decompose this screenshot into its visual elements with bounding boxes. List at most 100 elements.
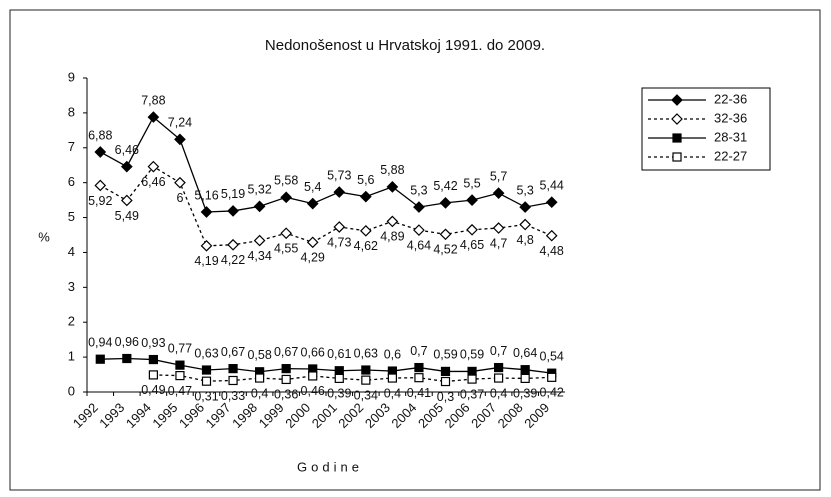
data-label: 0,7	[410, 344, 427, 358]
data-point	[227, 238, 239, 251]
data-label: 4,52	[433, 243, 457, 257]
y-tick-label: 7	[68, 139, 75, 154]
data-label: 4,55	[274, 242, 298, 256]
data-label: 5,4	[304, 180, 321, 194]
data-label: 0,39	[327, 387, 351, 401]
data-label: 0,96	[115, 335, 139, 349]
data-point	[147, 111, 160, 123]
data-point	[333, 221, 346, 233]
data-point	[200, 206, 213, 218]
data-point	[95, 354, 105, 364]
data-label: 5,6	[357, 173, 374, 187]
data-label: 0,33	[221, 389, 245, 403]
data-point	[413, 224, 425, 236]
data-point	[201, 365, 212, 375]
x-tick-label: 2008	[495, 400, 526, 431]
data-point	[120, 160, 133, 173]
data-point	[439, 228, 452, 241]
data-point	[255, 373, 265, 383]
y-axis-label: %	[38, 229, 50, 244]
legend-marker	[672, 152, 682, 162]
data-point	[494, 362, 504, 373]
data-point	[175, 371, 185, 381]
data-label: 0,49	[141, 383, 165, 397]
frame	[9, 9, 821, 491]
data-label: 0,4	[251, 386, 268, 400]
data-label: 4,64	[407, 238, 431, 252]
data-label: 0,59	[433, 348, 457, 362]
x-tick-label: 2001	[309, 400, 340, 431]
data-point	[148, 354, 158, 365]
data-label: 0,37	[460, 387, 484, 401]
data-label: 0,67	[221, 345, 245, 359]
data-point	[94, 179, 107, 192]
data-label: 5,3	[516, 183, 533, 197]
data-point	[359, 224, 372, 237]
data-label: 6,46	[115, 143, 139, 157]
data-label: 5,44	[540, 179, 564, 193]
x-tick-label: 2004	[388, 400, 419, 431]
data-point	[519, 201, 532, 213]
data-label: 0,64	[513, 346, 537, 360]
data-point	[280, 191, 293, 204]
x-tick-label: 1993	[96, 400, 127, 431]
data-point	[334, 373, 344, 383]
data-label: 5,7	[490, 169, 507, 183]
data-point	[94, 146, 107, 158]
data-label: 5,5	[463, 176, 480, 190]
data-point	[467, 366, 477, 377]
legend-marker	[671, 94, 683, 106]
legend-marker	[672, 133, 682, 143]
data-label: 0,61	[327, 347, 351, 361]
y-tick-label: 9	[68, 69, 75, 84]
data-point	[334, 366, 344, 376]
data-point	[494, 373, 504, 383]
data-point	[439, 197, 452, 209]
y-tick-label: 5	[68, 209, 75, 224]
data-point	[280, 227, 293, 240]
data-label: 5,49	[115, 209, 139, 223]
y-tick-label: 3	[68, 279, 75, 294]
data-point	[308, 371, 318, 381]
data-label: 0,59	[460, 348, 484, 362]
data-point	[520, 365, 530, 375]
data-label: 5,19	[221, 187, 245, 201]
data-point	[227, 205, 239, 217]
data-point	[228, 364, 238, 374]
data-label: 0,67	[274, 345, 298, 359]
x-tick-label: 1994	[123, 400, 154, 431]
legend-box	[641, 87, 771, 171]
data-point	[174, 176, 186, 189]
x-tick-label: 2005	[415, 400, 446, 431]
data-label: 0,42	[540, 386, 564, 400]
x-tick-label: 1995	[149, 400, 180, 431]
data-point	[281, 364, 291, 374]
x-tick-label: 2000	[282, 400, 313, 431]
data-label: 0,41	[407, 386, 431, 400]
data-point	[333, 186, 346, 198]
data-label: 5,88	[380, 163, 404, 177]
data-point	[174, 133, 186, 146]
data-label: 0,4	[490, 386, 507, 400]
data-point	[120, 194, 133, 207]
data-point	[253, 234, 266, 247]
y-tick-label: 2	[68, 314, 75, 329]
data-label: 7,24	[168, 116, 192, 130]
data-point	[281, 374, 291, 385]
series-line	[153, 374, 552, 383]
data-label: 0,34	[354, 388, 378, 402]
data-label: 0,54	[540, 349, 564, 363]
series-line	[99, 116, 552, 213]
x-tick-label: 2006	[442, 400, 473, 431]
y-tick-label: 1	[68, 349, 75, 364]
data-point	[253, 200, 266, 213]
data-point	[413, 201, 425, 213]
data-point	[201, 376, 212, 386]
x-tick-label: 1997	[203, 400, 234, 431]
data-point	[361, 365, 371, 375]
legend-label: 22-27	[714, 148, 747, 163]
data-point	[440, 376, 451, 387]
data-label: 5,32	[247, 183, 271, 197]
data-label: 0,63	[354, 346, 378, 360]
